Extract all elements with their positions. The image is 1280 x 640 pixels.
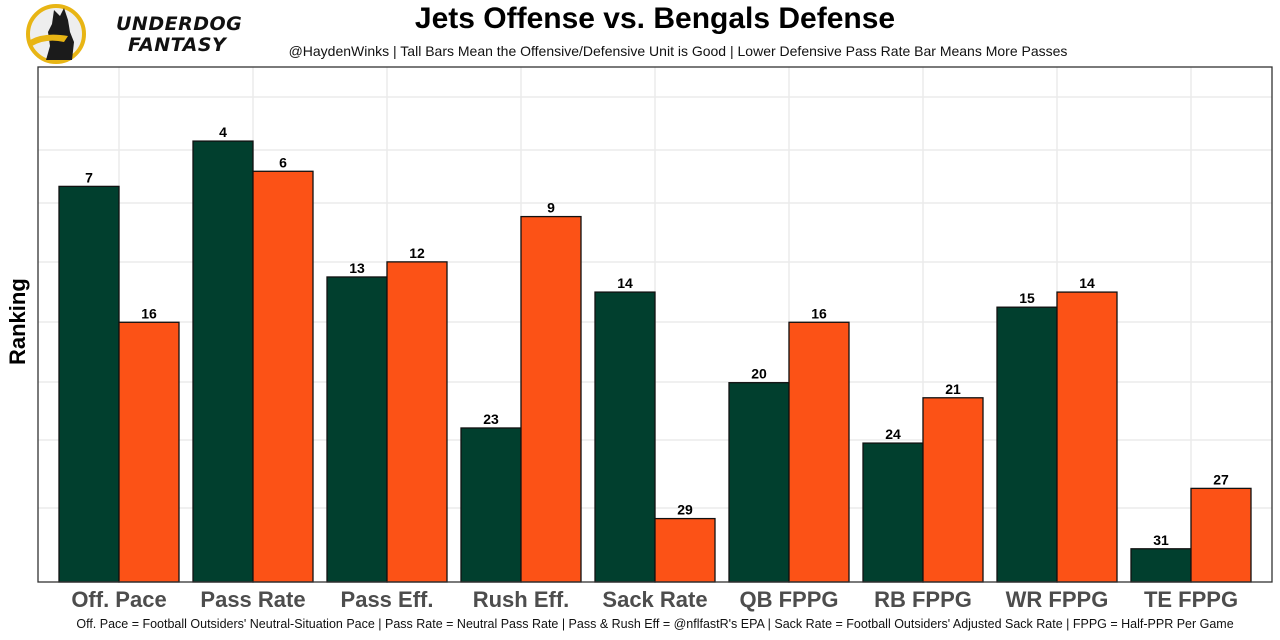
bar-offense-6 xyxy=(862,442,924,583)
data-label: 6 xyxy=(279,154,287,170)
logo-wordmark: UNDERDOG FANTASY xyxy=(116,14,242,56)
bar-defense-2 xyxy=(386,261,448,583)
x-tick-labels: Off. Pace Pass Rate Pass Eff. Rush Eff. Sack… xyxy=(71,587,1238,612)
chart-title: Jets Offense vs. Bengals Defense xyxy=(414,2,896,35)
data-label: 20 xyxy=(751,366,767,382)
logo-line-1: UNDERDOG xyxy=(116,13,243,35)
bar-offense-5 xyxy=(728,382,790,583)
data-label: 14 xyxy=(617,275,633,291)
x-tick-label: Pass Rate xyxy=(200,587,305,612)
data-labels: 7 16 4 6 13 12 23 9 14 29 20 16 24 21 15 14 31 27 xyxy=(85,124,1229,548)
bar-offense-4 xyxy=(594,291,656,583)
data-label: 13 xyxy=(349,260,365,276)
data-label: 31 xyxy=(1153,532,1169,548)
data-label: 14 xyxy=(1079,275,1095,291)
data-label: 15 xyxy=(1019,290,1035,306)
data-label: 4 xyxy=(219,124,227,140)
bar-offense-7 xyxy=(996,306,1058,583)
bar-defense-7 xyxy=(1056,291,1118,583)
chart-footnote: Off. Pace = Football Outsiders' Neutral-… xyxy=(76,617,1234,631)
chart-subtitle: @HaydenWinks | Tall Bars Mean the Offens… xyxy=(288,43,1068,59)
bar-defense-8 xyxy=(1190,487,1252,583)
data-label: 24 xyxy=(885,426,901,442)
x-tick-label: Rush Eff. xyxy=(473,587,570,612)
data-label: 12 xyxy=(409,245,425,261)
bar-offense-3 xyxy=(460,427,522,583)
data-label: 21 xyxy=(945,381,961,397)
bar-defense-5 xyxy=(788,321,850,583)
data-label: 27 xyxy=(1213,471,1229,487)
bar-offense-2 xyxy=(326,276,388,583)
plot-border xyxy=(37,66,1273,583)
underdog-dog-icon xyxy=(26,4,86,64)
data-label: 29 xyxy=(677,502,693,518)
bars xyxy=(58,140,1252,583)
x-tick-label: Pass Eff. xyxy=(341,587,434,612)
x-tick-label: Off. Pace xyxy=(71,587,166,612)
data-label: 9 xyxy=(547,200,555,216)
x-tick-label: RB FPPG xyxy=(874,587,972,612)
bar-offense-8 xyxy=(1130,548,1192,583)
bar-defense-3 xyxy=(520,215,582,583)
data-label: 23 xyxy=(483,411,499,427)
bar-defense-6 xyxy=(922,397,984,583)
bar-defense-0 xyxy=(118,321,180,583)
data-label: 7 xyxy=(85,169,93,185)
logo-line-2: FANTASY xyxy=(128,34,227,56)
x-tick-label: WR FPPG xyxy=(1006,587,1109,612)
bar-defense-4 xyxy=(654,517,716,583)
bar-defense-1 xyxy=(252,170,314,583)
data-label: 16 xyxy=(811,305,827,321)
x-tick-label: TE FPPG xyxy=(1144,587,1238,612)
bar-offense-1 xyxy=(192,140,254,583)
bar-offense-0 xyxy=(58,185,120,583)
x-tick-label: Sack Rate xyxy=(602,587,707,612)
data-label: 16 xyxy=(141,305,157,321)
x-tick-label: QB FPPG xyxy=(739,587,838,612)
underdog-fantasy-logo: UNDERDOG FANTASY xyxy=(24,2,242,66)
